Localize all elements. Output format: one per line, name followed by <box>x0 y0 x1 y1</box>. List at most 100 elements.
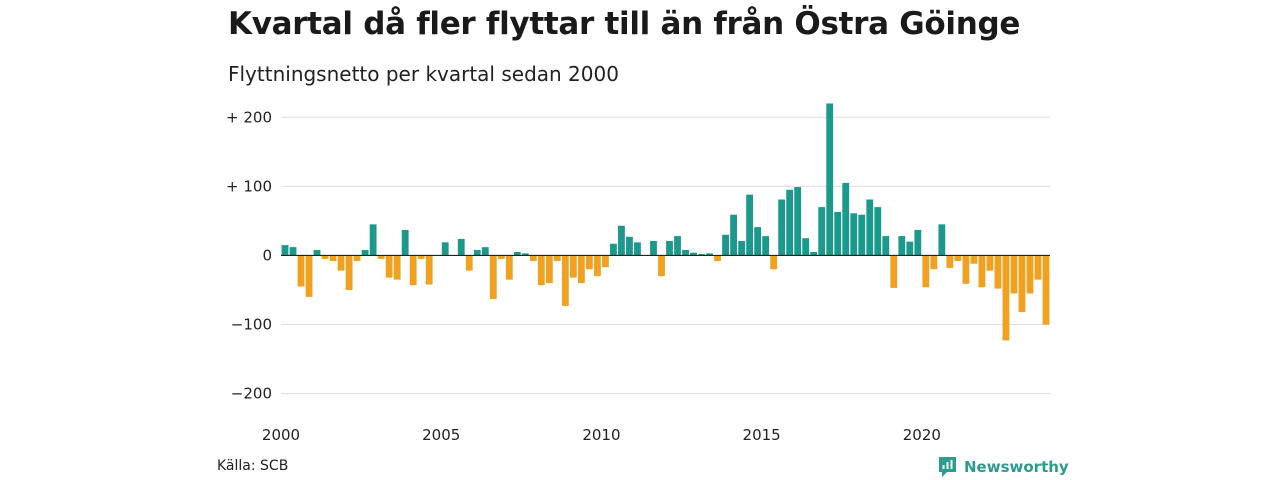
bar <box>882 236 890 256</box>
bar <box>377 255 385 259</box>
bar <box>337 255 345 271</box>
bar <box>329 255 337 261</box>
bars <box>281 103 1050 341</box>
bar <box>610 243 617 256</box>
bar <box>586 255 593 270</box>
bar-chart: + 200 + 100 0 −100 −200 2000 2005 2010 2015 2020 <box>226 103 1050 444</box>
bar <box>361 249 369 256</box>
bar <box>858 214 866 256</box>
bar <box>481 247 489 256</box>
bar <box>650 240 657 256</box>
bar <box>658 255 665 277</box>
bar <box>473 249 481 256</box>
chart-subtitle: Flyttningsnetto per kvartal sedan 2000 <box>228 62 619 86</box>
bar <box>545 255 553 284</box>
bar <box>922 255 930 288</box>
bar <box>561 255 569 306</box>
bar <box>698 254 705 256</box>
newsworthy-logo-icon <box>939 457 956 477</box>
bar <box>970 255 978 264</box>
bar <box>770 255 778 270</box>
y-tick-label: −200 <box>231 385 272 403</box>
bar <box>994 255 1002 289</box>
bar <box>794 187 802 256</box>
bar <box>393 255 401 280</box>
y-tick-label: 0 <box>262 246 272 264</box>
bar <box>465 255 473 271</box>
bar <box>521 253 529 256</box>
x-tick-label: 2020 <box>903 426 941 444</box>
bar <box>682 249 689 256</box>
x-tick-label: 2005 <box>422 426 460 444</box>
bar <box>553 255 561 261</box>
bar <box>569 255 577 278</box>
bar <box>954 255 962 261</box>
bar <box>898 236 906 256</box>
bar <box>874 207 882 256</box>
bar <box>305 255 313 297</box>
grid-lines <box>281 116 1050 395</box>
y-tick-label: + 100 <box>226 177 272 195</box>
brand-name: Newsworthy <box>964 458 1069 476</box>
bar <box>706 253 713 256</box>
bar <box>602 255 609 268</box>
bar <box>634 242 641 256</box>
bar <box>497 255 505 259</box>
x-tick-label: 2010 <box>582 426 620 444</box>
bar <box>457 238 465 256</box>
y-tick-label: −100 <box>231 316 272 334</box>
source-note: Källa: SCB <box>217 458 289 474</box>
bar <box>313 249 321 256</box>
bar <box>594 255 601 277</box>
bar <box>441 242 449 256</box>
bar <box>866 199 874 256</box>
bar <box>690 252 697 256</box>
bar <box>529 255 537 261</box>
bar <box>762 236 770 256</box>
bar <box>890 255 898 288</box>
bar <box>714 255 721 261</box>
bar <box>730 214 737 256</box>
bar <box>281 245 289 256</box>
bar <box>802 238 810 256</box>
bar <box>1018 255 1026 313</box>
bar <box>722 234 729 256</box>
axes: + 200 + 100 0 −100 −200 2000 2005 2010 2015 2020 <box>226 108 1050 444</box>
bar <box>321 255 329 259</box>
bar <box>938 224 946 256</box>
bar <box>385 255 393 278</box>
bar <box>626 236 633 256</box>
bar <box>986 255 994 271</box>
bar <box>353 255 361 261</box>
bar <box>505 255 513 280</box>
bar <box>513 252 521 256</box>
bar <box>810 252 818 256</box>
bar <box>1026 255 1034 294</box>
bar <box>754 227 762 256</box>
x-tick-label: 2000 <box>262 426 300 444</box>
bar <box>1042 255 1050 325</box>
bar <box>818 207 826 256</box>
bar <box>826 103 834 256</box>
bar <box>674 236 681 256</box>
bar <box>834 211 842 256</box>
bar <box>417 255 425 259</box>
bar <box>850 213 858 256</box>
bar <box>786 189 794 256</box>
bar <box>537 255 545 286</box>
bar <box>489 255 497 299</box>
bar <box>978 255 986 288</box>
bar <box>962 255 970 284</box>
chart-title: Kvartal då fler flyttar till än från Öst… <box>228 6 1021 42</box>
bar <box>1034 255 1042 280</box>
bar <box>842 182 850 256</box>
bar <box>425 255 433 285</box>
bar <box>946 255 954 268</box>
bar <box>401 229 409 256</box>
bar <box>409 255 417 286</box>
x-tick-label: 2015 <box>743 426 781 444</box>
bar <box>297 255 305 287</box>
bar <box>345 255 353 290</box>
brand-logo[interactable]: Newsworthy <box>938 456 1069 478</box>
bar <box>289 247 297 256</box>
